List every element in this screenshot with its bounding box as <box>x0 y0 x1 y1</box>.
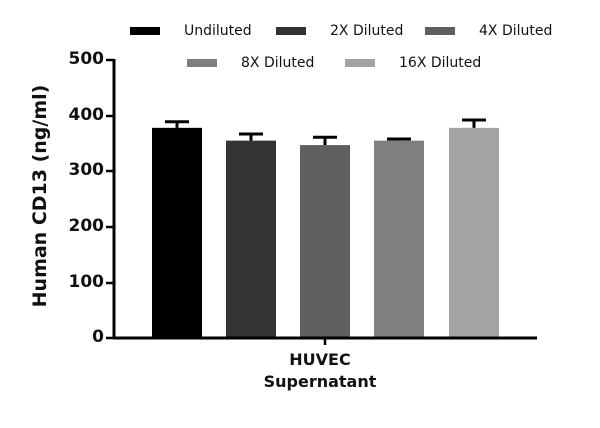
legend-label: Undiluted <box>184 23 252 39</box>
legend-item-undiluted: Undiluted <box>130 23 252 39</box>
y-tick-label: 300 <box>68 160 105 180</box>
legend-item-4x: 4X Diluted <box>425 23 552 39</box>
error-bar <box>462 118 486 128</box>
error-bar <box>165 120 189 128</box>
error-bar <box>239 132 263 141</box>
y-tick-labels: 0 100 200 300 400 500 <box>40 0 105 428</box>
bar-undiluted <box>152 127 202 338</box>
x-axis-label-line1: HUVEC <box>289 350 351 369</box>
legend-swatch-16x <box>345 59 375 67</box>
legend-label: 8X Diluted <box>241 55 315 71</box>
y-tick-label: 400 <box>68 105 105 125</box>
bar-4x-diluted <box>300 145 350 338</box>
legend-swatch-undiluted <box>130 27 160 35</box>
error-bar <box>387 137 411 141</box>
y-tick-label: 100 <box>68 272 105 292</box>
legend-item-16x: 16X Diluted <box>345 55 481 71</box>
legend-item-2x: 2X Diluted <box>276 23 403 39</box>
bar-16x-diluted <box>449 127 499 338</box>
y-tick-label: 500 <box>68 49 105 69</box>
bar-8x-diluted <box>374 140 424 338</box>
bars <box>152 118 499 338</box>
y-axis-ticks <box>106 58 114 340</box>
legend-swatch-8x <box>187 59 217 67</box>
x-axis-label-line2: Supernatant <box>263 372 377 391</box>
legend-label: 2X Diluted <box>330 23 404 39</box>
y-tick-label: 200 <box>68 216 105 236</box>
legend-swatch-2x <box>276 27 306 35</box>
error-bar <box>313 135 337 146</box>
legend-swatch-4x <box>425 27 455 35</box>
legend-item-8x: 8X Diluted <box>187 55 314 71</box>
y-tick-label: 0 <box>92 327 104 347</box>
legend-label: 4X Diluted <box>479 23 553 39</box>
legend-label: 16X Diluted <box>399 55 482 71</box>
bar-2x-diluted <box>226 140 276 338</box>
